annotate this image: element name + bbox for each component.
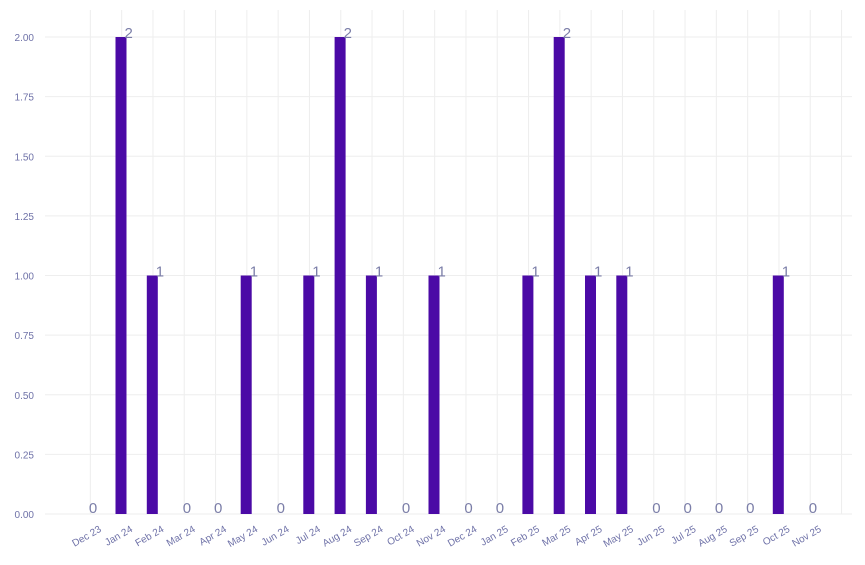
data-label: 1 bbox=[594, 264, 602, 281]
y-tick-label: 1.50 bbox=[15, 152, 35, 163]
x-tick-label: Aug 25 bbox=[697, 524, 730, 550]
data-label: 1 bbox=[531, 264, 539, 281]
data-label: 0 bbox=[89, 500, 97, 517]
bar-nov-24 bbox=[428, 275, 440, 514]
x-tick-label: Mar 25 bbox=[541, 524, 574, 549]
data-label: 1 bbox=[438, 264, 446, 281]
x-tick-label: Feb 24 bbox=[134, 524, 167, 549]
bar-sep-24 bbox=[365, 275, 377, 514]
bar-aug-24 bbox=[334, 37, 346, 514]
data-label: 2 bbox=[563, 25, 571, 42]
bar-may-24 bbox=[240, 275, 252, 514]
data-label: 0 bbox=[652, 500, 660, 517]
y-tick-label: 1.00 bbox=[15, 272, 35, 283]
x-tick-label: Jan 25 bbox=[479, 524, 511, 549]
x-tick-label: Oct 25 bbox=[761, 524, 792, 548]
bar-feb-24 bbox=[146, 275, 158, 514]
x-tick-label: Jul 24 bbox=[294, 524, 323, 547]
bar-may-25 bbox=[616, 275, 628, 514]
bar-mar-25 bbox=[553, 37, 565, 514]
data-label: 0 bbox=[464, 500, 472, 517]
data-label: 0 bbox=[183, 500, 191, 517]
x-tick-label: Apr 25 bbox=[573, 524, 604, 548]
data-label: 1 bbox=[375, 264, 383, 281]
bar-jul-24 bbox=[303, 275, 315, 514]
bar-oct-25 bbox=[772, 275, 784, 514]
x-tick-label: Apr 24 bbox=[198, 524, 229, 548]
data-labels: 0 2 1 0 0 1 0 1 2 1 0 1 0 0 1 2 1 1 0 0 0 0 1 0 bbox=[89, 25, 817, 517]
x-tick-label: Nov 24 bbox=[415, 524, 448, 550]
y-tick-label: 0.25 bbox=[15, 450, 35, 461]
x-tick-label: Jun 25 bbox=[635, 524, 667, 549]
bar-apr-25 bbox=[585, 275, 596, 514]
x-tick-label: Aug 24 bbox=[321, 524, 354, 550]
data-label: 0 bbox=[746, 500, 754, 517]
x-tick-label: Nov 25 bbox=[790, 524, 823, 550]
x-tick-label: Feb 25 bbox=[509, 524, 542, 549]
x-tick-label: May 25 bbox=[602, 524, 636, 550]
data-label: 1 bbox=[782, 264, 790, 281]
y-tick-label: 0.50 bbox=[15, 391, 35, 402]
gridlines bbox=[45, 10, 852, 515]
data-label: 0 bbox=[214, 500, 222, 517]
data-label: 0 bbox=[715, 500, 723, 517]
x-tick-label: Dec 23 bbox=[71, 524, 104, 550]
x-tick-label: Sep 25 bbox=[728, 524, 761, 550]
data-label: 1 bbox=[250, 264, 258, 281]
data-label: 0 bbox=[277, 500, 285, 517]
data-label: 1 bbox=[156, 264, 164, 281]
data-label: 0 bbox=[496, 500, 504, 517]
y-tick-label: 2.00 bbox=[15, 33, 35, 44]
x-tick-label: Sep 24 bbox=[352, 524, 385, 550]
data-label: 2 bbox=[125, 25, 133, 42]
y-tick-label: 1.25 bbox=[15, 212, 35, 223]
y-tick-label: 0.75 bbox=[15, 331, 35, 342]
x-tick-label: Jan 24 bbox=[103, 524, 135, 549]
data-label: 0 bbox=[809, 500, 817, 517]
x-tick-label: Dec 24 bbox=[446, 524, 479, 550]
x-tick-label: Jul 25 bbox=[670, 524, 699, 547]
data-label: 0 bbox=[684, 500, 692, 517]
data-label: 1 bbox=[312, 264, 320, 281]
x-tick-label: Oct 24 bbox=[385, 524, 416, 548]
y-axis-tick-labels: 0.00 0.25 0.50 0.75 1.00 1.25 1.50 1.75 2.00 bbox=[15, 33, 35, 521]
x-tick-label: May 24 bbox=[226, 524, 260, 550]
x-tick-label: Mar 24 bbox=[165, 524, 198, 549]
y-tick-label: 0.00 bbox=[15, 510, 35, 521]
x-tick-label: Jun 24 bbox=[260, 524, 292, 549]
bar-feb-25 bbox=[522, 275, 534, 514]
bars bbox=[115, 37, 784, 514]
data-label: 1 bbox=[625, 264, 633, 281]
data-label: 0 bbox=[402, 500, 410, 517]
bar-jan-24 bbox=[115, 37, 127, 514]
y-tick-label: 1.75 bbox=[15, 93, 35, 104]
data-label: 2 bbox=[344, 25, 352, 42]
